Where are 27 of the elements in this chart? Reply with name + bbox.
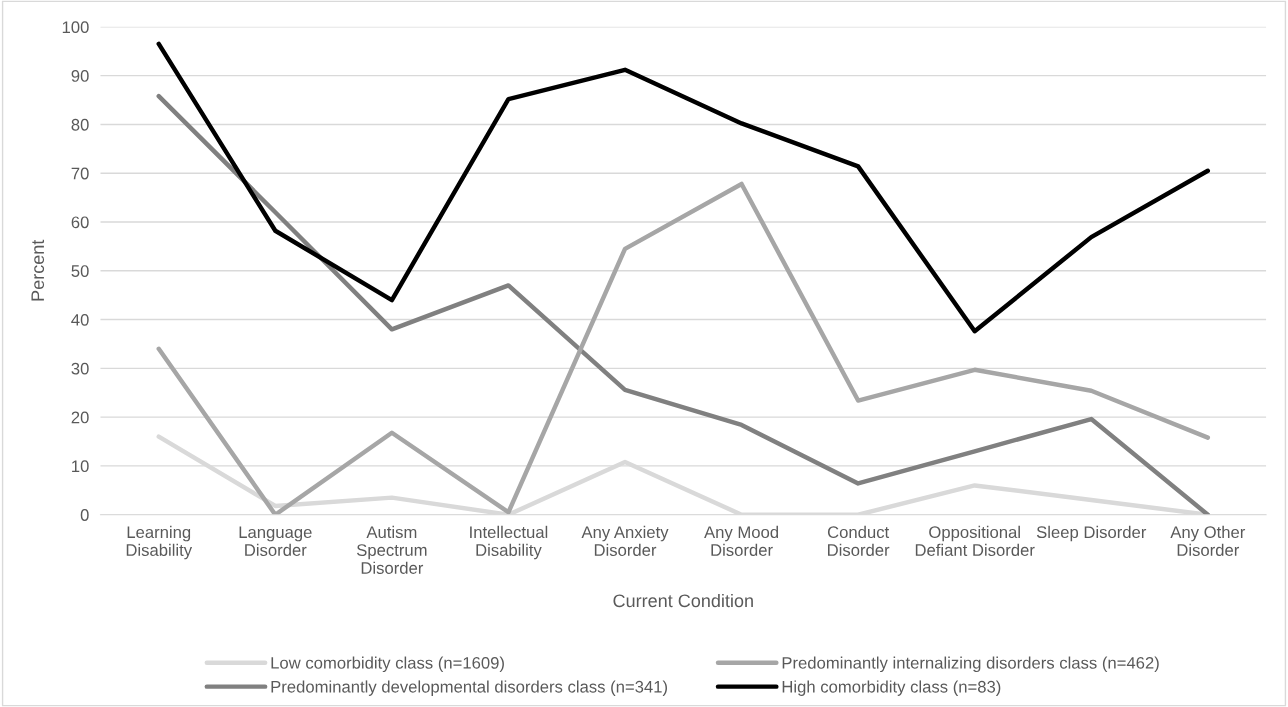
x-tick-label: Intellectual Disability	[470, 525, 548, 560]
x-tick-label: Sleep Disorder	[1036, 525, 1147, 542]
y-tick-label: 50	[71, 265, 89, 277]
y-tick-label: 30	[71, 362, 89, 375]
y-tick-label: 60	[71, 216, 89, 229]
legend-label: Predominantly internalizing disorders class (n=462)	[782, 656, 1159, 673]
x-tick-label: Conduct Disorder	[827, 525, 890, 556]
legend-label: Low comorbidity class (n=1609)	[271, 656, 504, 673]
y-tick-label: 90	[71, 70, 89, 82]
x-axis-title: Current Condition	[613, 593, 753, 608]
x-tick-label: Any Anxiety Disorder	[581, 525, 669, 556]
legend-label: High comorbidity class (n=83)	[782, 680, 1001, 696]
y-tick-label: 20	[71, 411, 89, 424]
x-tick-label: Learning Disability	[126, 525, 193, 560]
y-tick-label: 0	[80, 509, 89, 521]
y-tick-label: 40	[71, 313, 89, 326]
y-tick-label: 100	[62, 21, 89, 34]
x-tick-label: Any Other Disorder	[1170, 525, 1246, 556]
y-tick-label: 70	[71, 167, 89, 180]
x-tick-label: Any Mood Disorder	[704, 525, 779, 556]
y-tick-label: 10	[72, 460, 89, 473]
x-tick-label: Oppositional Defiant Disorder	[915, 525, 1035, 556]
y-tick-label: 80	[71, 118, 89, 131]
x-tick-label: Autism Spectrum Disorder	[356, 525, 427, 574]
y-axis-title: Percent	[31, 239, 45, 301]
legend-label: Predominantly developmental disorders class (n=341)	[271, 680, 668, 696]
x-tick-label: Language Disorder	[239, 526, 312, 556]
